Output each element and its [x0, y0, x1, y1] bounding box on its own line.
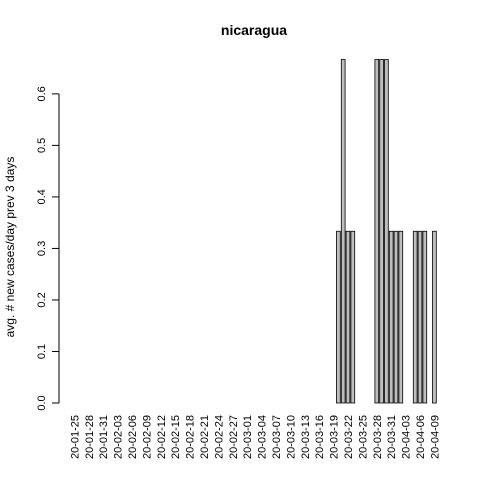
x-tick-label: 20-03-13: [300, 415, 312, 459]
bar: [432, 230, 437, 404]
x-tick-label: 20-01-31: [98, 415, 110, 459]
chart-title: nicaragua: [221, 22, 287, 38]
x-tick-label: 20-03-10: [285, 415, 297, 459]
y-tick-label: 0.3: [36, 241, 48, 256]
x-tick-label: 20-02-09: [141, 415, 153, 459]
x-tick-label: 20-02-15: [170, 415, 182, 459]
bar: [374, 59, 380, 404]
x-tick-label: 20-02-21: [199, 415, 211, 459]
x-tick-label: 20-03-16: [314, 415, 326, 459]
x-tick-label: 20-02-03: [113, 415, 125, 459]
x-tick-label: 20-03-25: [357, 415, 369, 459]
y-tick-label: 0.2: [36, 292, 48, 307]
bar: [350, 230, 356, 404]
y-tick-label: 0.0: [36, 395, 48, 410]
x-tick-label: 20-01-28: [84, 415, 96, 459]
bar: [388, 230, 394, 404]
bars-group: [336, 59, 437, 404]
x-tick-label: 20-01-25: [69, 415, 81, 459]
x-tick-label: 20-02-12: [156, 415, 168, 459]
y-axis: 0.0 0.1 0.2 0.3 0.4 0.5 0.6: [36, 86, 60, 411]
bar: [384, 59, 389, 404]
y-tick-label: 0.4: [36, 189, 48, 204]
bar: [336, 230, 341, 404]
x-tick-label: 20-02-24: [213, 415, 225, 459]
y-tick-label: 0.5: [36, 138, 48, 153]
x-tick-label: 20-04-09: [429, 415, 441, 459]
bar: [398, 230, 404, 404]
x-tick-label: 20-02-27: [228, 415, 240, 459]
x-tick-label: 20-02-06: [127, 415, 139, 459]
y-tick-label: 0.1: [36, 344, 48, 359]
x-tick-label: 20-02-18: [185, 415, 197, 459]
bar: [340, 59, 346, 404]
bar: [345, 230, 351, 404]
x-tick-label: 20-03-31: [386, 415, 398, 459]
bar: [412, 230, 418, 404]
x-tick-label: 20-03-28: [372, 415, 384, 459]
x-tick-label: 20-03-07: [271, 415, 283, 459]
x-tick-label: 20-03-04: [257, 415, 269, 459]
x-tick-label: 20-03-01: [242, 415, 254, 459]
x-tick-label: 20-03-19: [329, 415, 341, 459]
x-tick-label: 20-04-06: [415, 415, 427, 459]
y-tick-label: 0.6: [36, 86, 48, 101]
x-tick-label: 20-04-03: [401, 415, 413, 459]
bar: [417, 230, 423, 404]
x-tick-label: 20-03-22: [343, 415, 355, 459]
bar: [422, 230, 428, 404]
bar: [379, 59, 384, 404]
x-axis: 20-01-25 20-01-28 20-01-31 20-02-03 20-02-06…: [69, 415, 441, 459]
bar: [393, 230, 399, 404]
y-axis-label: avg. # new cases/day prev 3 days: [3, 157, 17, 338]
